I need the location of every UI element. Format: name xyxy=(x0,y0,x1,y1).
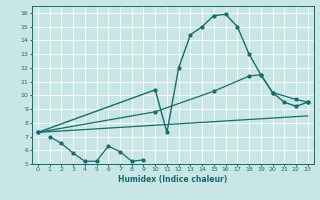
X-axis label: Humidex (Indice chaleur): Humidex (Indice chaleur) xyxy=(118,175,228,184)
